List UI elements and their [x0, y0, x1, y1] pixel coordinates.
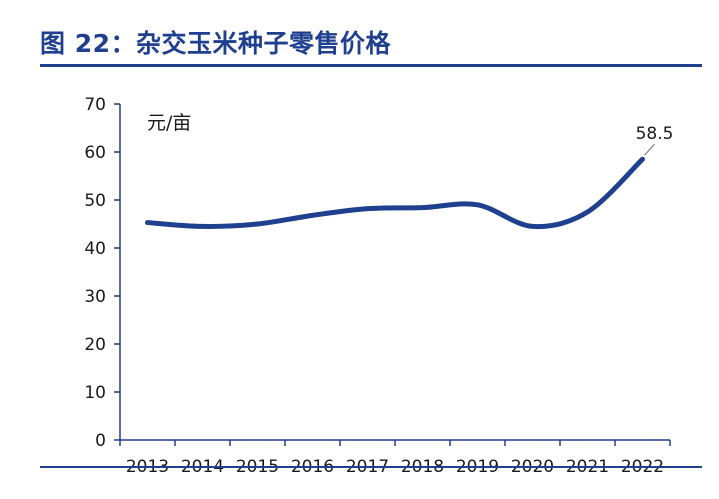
- y-tick-label: 10: [84, 383, 106, 403]
- chart-title: 图 22：杂交玉米种子零售价格: [40, 29, 391, 58]
- series-group: [145, 156, 645, 230]
- y-axis-unit-label: 元/亩: [147, 112, 191, 134]
- y-tick-label: 50: [84, 191, 106, 211]
- y-tick-label: 60: [84, 143, 106, 163]
- y-tick-label: 70: [84, 95, 106, 115]
- title-underline: [40, 64, 702, 67]
- y-tick-label: 20: [84, 335, 106, 355]
- y-axis: 0 10 20 30 40 50 60 70: [84, 95, 121, 451]
- series-line: [145, 156, 645, 230]
- data-label-2022: 58.5: [636, 124, 674, 144]
- annotation-leader-line: [644, 143, 655, 156]
- x-axis: 2013 2014 2015 2016 2017 2018 2019 2020 2021 2022: [119, 439, 671, 477]
- y-tick-label: 0: [95, 431, 106, 451]
- y-tick-label: 30: [84, 287, 106, 307]
- bottom-rule: [40, 466, 702, 468]
- y-tick-label: 40: [84, 239, 106, 259]
- annotations: 58.5: [636, 124, 674, 156]
